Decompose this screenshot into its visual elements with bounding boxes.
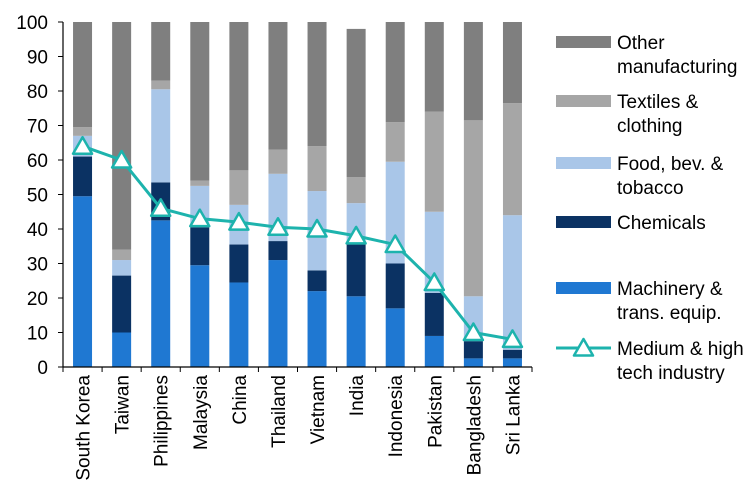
bar-segment-2-10 (425, 293, 444, 336)
legend-label-3-line-2: tobacco (617, 178, 684, 199)
bar-segment-4-3 (151, 81, 170, 90)
bar-segment-4-8 (347, 177, 366, 203)
legend-label-6-line-2: tech industry (617, 363, 725, 384)
legend-label-1-line-1: Other (617, 33, 665, 54)
line-layer (73, 137, 522, 347)
y-tick-label-8: 70 (27, 117, 48, 138)
bar-segment-1-6 (268, 260, 287, 367)
x-tick-label-11: Bangladesh (464, 375, 485, 475)
bar-segment-4-6 (268, 150, 287, 174)
bar-segment-5-6 (268, 22, 287, 150)
bar-segment-3-2 (112, 260, 131, 276)
x-tick-label-5: China (230, 375, 251, 425)
y-tick-label-9: 80 (27, 82, 48, 103)
x-tick-label-12: Sri Lanka (503, 375, 524, 456)
bar-segment-4-1 (73, 127, 92, 136)
bar-segment-4-10 (425, 112, 444, 212)
bar-segment-2-11 (464, 341, 483, 358)
bar-segment-1-4 (190, 265, 209, 367)
bar-segment-5-8 (347, 29, 366, 177)
bar-segment-2-7 (308, 270, 327, 291)
legend-label-4-line-1: Chemicals (617, 213, 706, 234)
legend-swatch-2 (556, 95, 611, 107)
bar-segment-2-9 (386, 264, 405, 309)
y-tick-label-5: 40 (27, 220, 48, 241)
legend-label-3-line-1: Food, bev. & (617, 154, 724, 175)
bar-segment-5-11 (464, 22, 483, 120)
bar-segment-1-11 (464, 358, 483, 367)
bar-segment-1-8 (347, 296, 366, 367)
bar-segment-1-9 (386, 308, 405, 367)
x-tick-label-10: Pakistan (425, 375, 446, 448)
bar-segment-4-5 (229, 170, 248, 205)
bar-segment-1-7 (308, 291, 327, 367)
bar-segment-2-6 (268, 241, 287, 260)
bar-segment-4-11 (464, 120, 483, 296)
y-tick-label-10: 90 (27, 48, 48, 69)
bar-segment-1-3 (151, 220, 170, 367)
legend-label-5-line-1: Machinery & (617, 279, 723, 300)
bar-segment-5-10 (425, 22, 444, 112)
legend-swatch-5 (556, 282, 611, 294)
bar-segment-5-5 (229, 22, 248, 170)
bars-layer (73, 22, 522, 367)
y-tick-label-6: 50 (27, 186, 48, 207)
bar-segment-2-1 (73, 157, 92, 197)
bar-segment-1-1 (73, 196, 92, 367)
x-tick-label-1: South Korea (74, 375, 95, 481)
y-tick-label-11: 100 (16, 13, 48, 34)
bar-segment-5-3 (151, 22, 170, 81)
bar-segment-4-12 (503, 103, 522, 215)
bar-segment-4-2 (112, 250, 131, 260)
bar-segment-2-12 (503, 350, 522, 359)
legend-label-1-line-2: manufacturing (617, 57, 737, 78)
bar-segment-2-2 (112, 276, 131, 333)
y-tick-label-7: 60 (27, 151, 48, 172)
legend-swatch-4 (556, 216, 611, 228)
bar-segment-5-7 (308, 22, 327, 146)
legend-label-2-line-2: clothing (617, 116, 683, 137)
bar-segment-1-5 (229, 282, 248, 367)
legend-label-2-line-1: Textiles & (617, 92, 699, 113)
legend-swatch-3 (556, 157, 611, 169)
legend-label-5-line-2: trans. equip. (617, 303, 722, 324)
bar-segment-1-10 (425, 336, 444, 367)
y-tick-label-1: 0 (37, 358, 48, 379)
bar-segment-2-8 (347, 245, 366, 297)
bar-segment-2-5 (229, 245, 248, 283)
legend: Other manufacturing Textiles & clothing Food… (556, 33, 744, 384)
x-tick-label-7: Vietnam (308, 375, 329, 444)
series-line-1 (83, 146, 513, 339)
bar-segment-3-3 (151, 89, 170, 182)
bar-segment-1-2 (112, 333, 131, 368)
bar-segment-5-12 (503, 22, 522, 103)
bar-segment-5-4 (190, 22, 209, 181)
bar-segment-4-9 (386, 122, 405, 162)
x-tick-label-4: Malaysia (191, 375, 212, 450)
x-tick-label-3: Philippines (152, 375, 173, 467)
y-tick-label-2: 10 (27, 324, 48, 345)
x-tick-label-6: Thailand (269, 375, 290, 448)
y-tick-label-3: 20 (27, 289, 48, 310)
bar-segment-2-4 (190, 227, 209, 265)
bar-segment-5-2 (112, 22, 131, 250)
bar-segment-5-1 (73, 22, 92, 127)
y-tick-label-4: 30 (27, 255, 48, 276)
bar-segment-5-9 (386, 22, 405, 122)
legend-swatch-1 (556, 36, 611, 48)
bar-segment-4-7 (308, 146, 327, 191)
x-tick-label-9: Indonesia (386, 375, 407, 458)
legend-label-6-line-1: Medium & high (617, 339, 744, 360)
bar-segment-1-12 (503, 358, 522, 367)
bar-segment-4-4 (190, 181, 209, 186)
x-tick-label-2: Taiwan (113, 375, 134, 434)
x-tick-label-8: India (347, 375, 368, 417)
